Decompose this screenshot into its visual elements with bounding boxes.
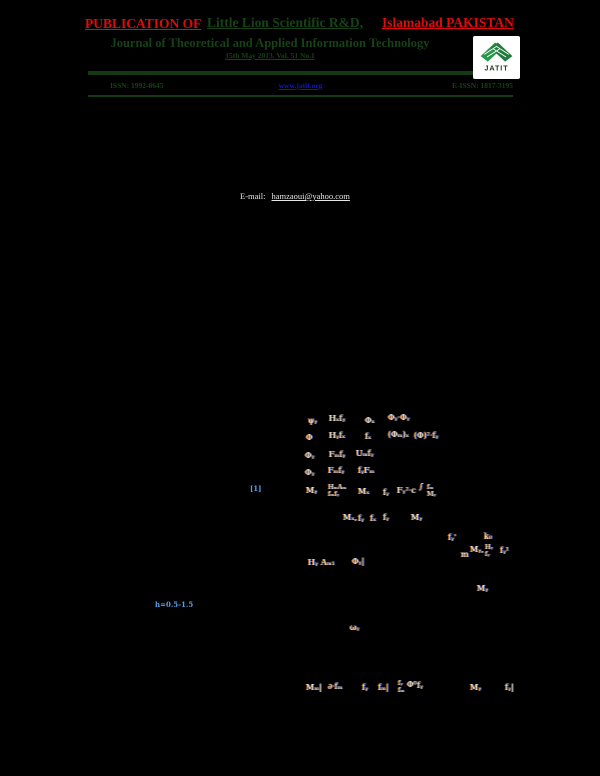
math-fragment: HₘAₘ fₘfᵧ — [328, 483, 347, 498]
math-fragment: Mᵧ — [470, 683, 482, 692]
math-fragment: fᵧFₘ — [358, 466, 375, 475]
math-fragment: ωᵧ — [350, 623, 360, 632]
math-fragment: Φ⁰ — [407, 680, 417, 689]
inline-link-fragment[interactable]: h=0.5-1.5 — [155, 600, 194, 609]
issn-label: ISSN: 1992-8645 — [110, 81, 164, 90]
math-fragment: Hₓfᵧ — [329, 414, 346, 423]
math-fragment: fₓ — [365, 432, 372, 441]
math-fragment: Hᵧ — [308, 558, 318, 567]
math-fragment: (Φ)²·fᵧ — [414, 431, 439, 440]
math-fragment: fᵧ — [358, 514, 364, 523]
math-fragment: Φᵧ — [305, 468, 315, 477]
math-fragment: ψᵧ — [308, 416, 318, 425]
math-fragment: Mᵧ, — [470, 545, 484, 554]
math-fragment: fᵧ — [362, 683, 368, 692]
issue-date-line: 15th May 2013. Vol. 51 No.1 — [225, 51, 315, 60]
math-fragment: Aₘ₁ — [321, 558, 335, 567]
journal-title: Journal of Theoretical and Applied Infor… — [110, 36, 430, 50]
math-fragment: fₓ — [370, 514, 377, 523]
math-fragment: fᵧ fₘ — [398, 679, 405, 694]
math-fragment: fₘ| — [378, 683, 389, 692]
math-fragment: ∂·fₘ — [328, 682, 343, 691]
journal-url-link[interactable]: www.jatit.org — [278, 81, 323, 90]
math-fragment: Fₘfᵧ — [329, 450, 346, 459]
math-fragment: Hᵧfₓ — [329, 431, 346, 440]
math-fragment: Mᵧ — [411, 513, 423, 522]
eissn-label: E-ISSN: 1817-3195 — [451, 81, 513, 90]
publisher-location: Islamabad PAKISTAN — [382, 15, 514, 30]
email-line: E-mail: hamzaoui@yahoo.com — [240, 191, 350, 201]
jatit-logo-graphic: JATIT — [475, 38, 518, 77]
math-fragment: Fₘfᵧ — [328, 466, 345, 475]
math-fragment: Φᵧ — [305, 451, 315, 460]
math-fragment: Mₓ, — [343, 513, 358, 522]
math-fragment: ∫ — [419, 482, 424, 491]
math-fragment: Φ — [306, 433, 313, 442]
math-fragment: Hᵧ fᵧ — [485, 543, 494, 558]
math-fragment: Φᵧ·Φᵧ — [388, 413, 410, 422]
math-fragment: (Φₘ)ₓ — [388, 430, 410, 439]
math-fragment: fᵧ — [383, 488, 389, 497]
math-fragment: m — [461, 550, 469, 559]
math-fragment: fᵧ — [383, 513, 389, 522]
header-thin-rule — [88, 95, 513, 97]
jatit-logo: JATIT — [473, 36, 520, 79]
math-fragment: fᵧ — [417, 681, 423, 690]
math-fragment: Fᵧ²·c — [397, 486, 416, 495]
math-fragment: fᵧ| — [505, 683, 514, 692]
publication-of-label: PUBLICATION OF — [85, 16, 202, 31]
inline-link-fragment[interactable]: [1] — [250, 484, 262, 493]
math-fragment: Φₓ — [365, 416, 375, 425]
math-fragment: k₀ — [484, 532, 493, 541]
math-fragment: fᵧ¹ — [500, 546, 510, 555]
header-thick-rule — [88, 71, 513, 75]
math-fragment: Uₘfᵧ — [356, 449, 374, 458]
jatit-logo-text: JATIT — [484, 64, 508, 73]
email-link[interactable]: hamzaoui@yahoo.com — [271, 191, 350, 201]
math-fragment: fₘ Mᵧ — [427, 483, 437, 498]
math-fragment: Mₓ — [358, 487, 370, 496]
publisher-name: Little Lion Scientific R&D, — [207, 15, 363, 30]
math-fragment: Mₘ| — [306, 683, 322, 692]
math-fragment: Mᵧ — [306, 486, 318, 495]
email-label: E-mail: — [240, 191, 266, 201]
math-fragment: Φᵧ| — [352, 557, 365, 566]
math-fragment: Mᵧ — [477, 584, 489, 593]
math-fragment: fᵧ' — [448, 533, 457, 542]
